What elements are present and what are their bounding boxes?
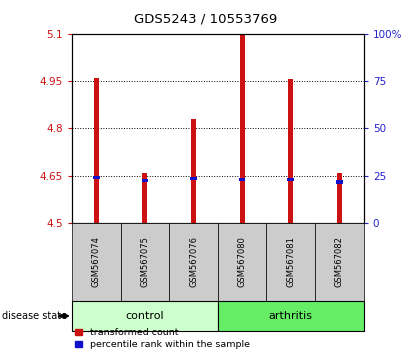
Text: GSM567076: GSM567076 (189, 236, 198, 287)
Text: arthritis: arthritis (269, 311, 313, 321)
Bar (239, 178, 245, 181)
Text: GSM567081: GSM567081 (286, 236, 295, 287)
Bar (143, 172, 147, 223)
Bar (287, 178, 294, 181)
Text: disease state: disease state (2, 311, 67, 321)
Text: GSM567082: GSM567082 (335, 236, 344, 287)
Bar (191, 119, 196, 223)
Text: control: control (126, 311, 164, 321)
Bar (240, 34, 245, 223)
Text: GSM567074: GSM567074 (92, 236, 101, 287)
Bar (289, 79, 293, 223)
Bar (94, 78, 99, 223)
Bar (336, 181, 343, 184)
Legend: transformed count, percentile rank within the sample: transformed count, percentile rank withi… (74, 329, 250, 349)
Text: GSM567080: GSM567080 (238, 236, 247, 287)
Bar (141, 179, 148, 182)
Text: GSM567075: GSM567075 (141, 236, 149, 287)
Bar (337, 172, 342, 223)
Bar (93, 176, 99, 179)
Bar (190, 177, 197, 181)
Text: GDS5243 / 10553769: GDS5243 / 10553769 (134, 12, 277, 25)
